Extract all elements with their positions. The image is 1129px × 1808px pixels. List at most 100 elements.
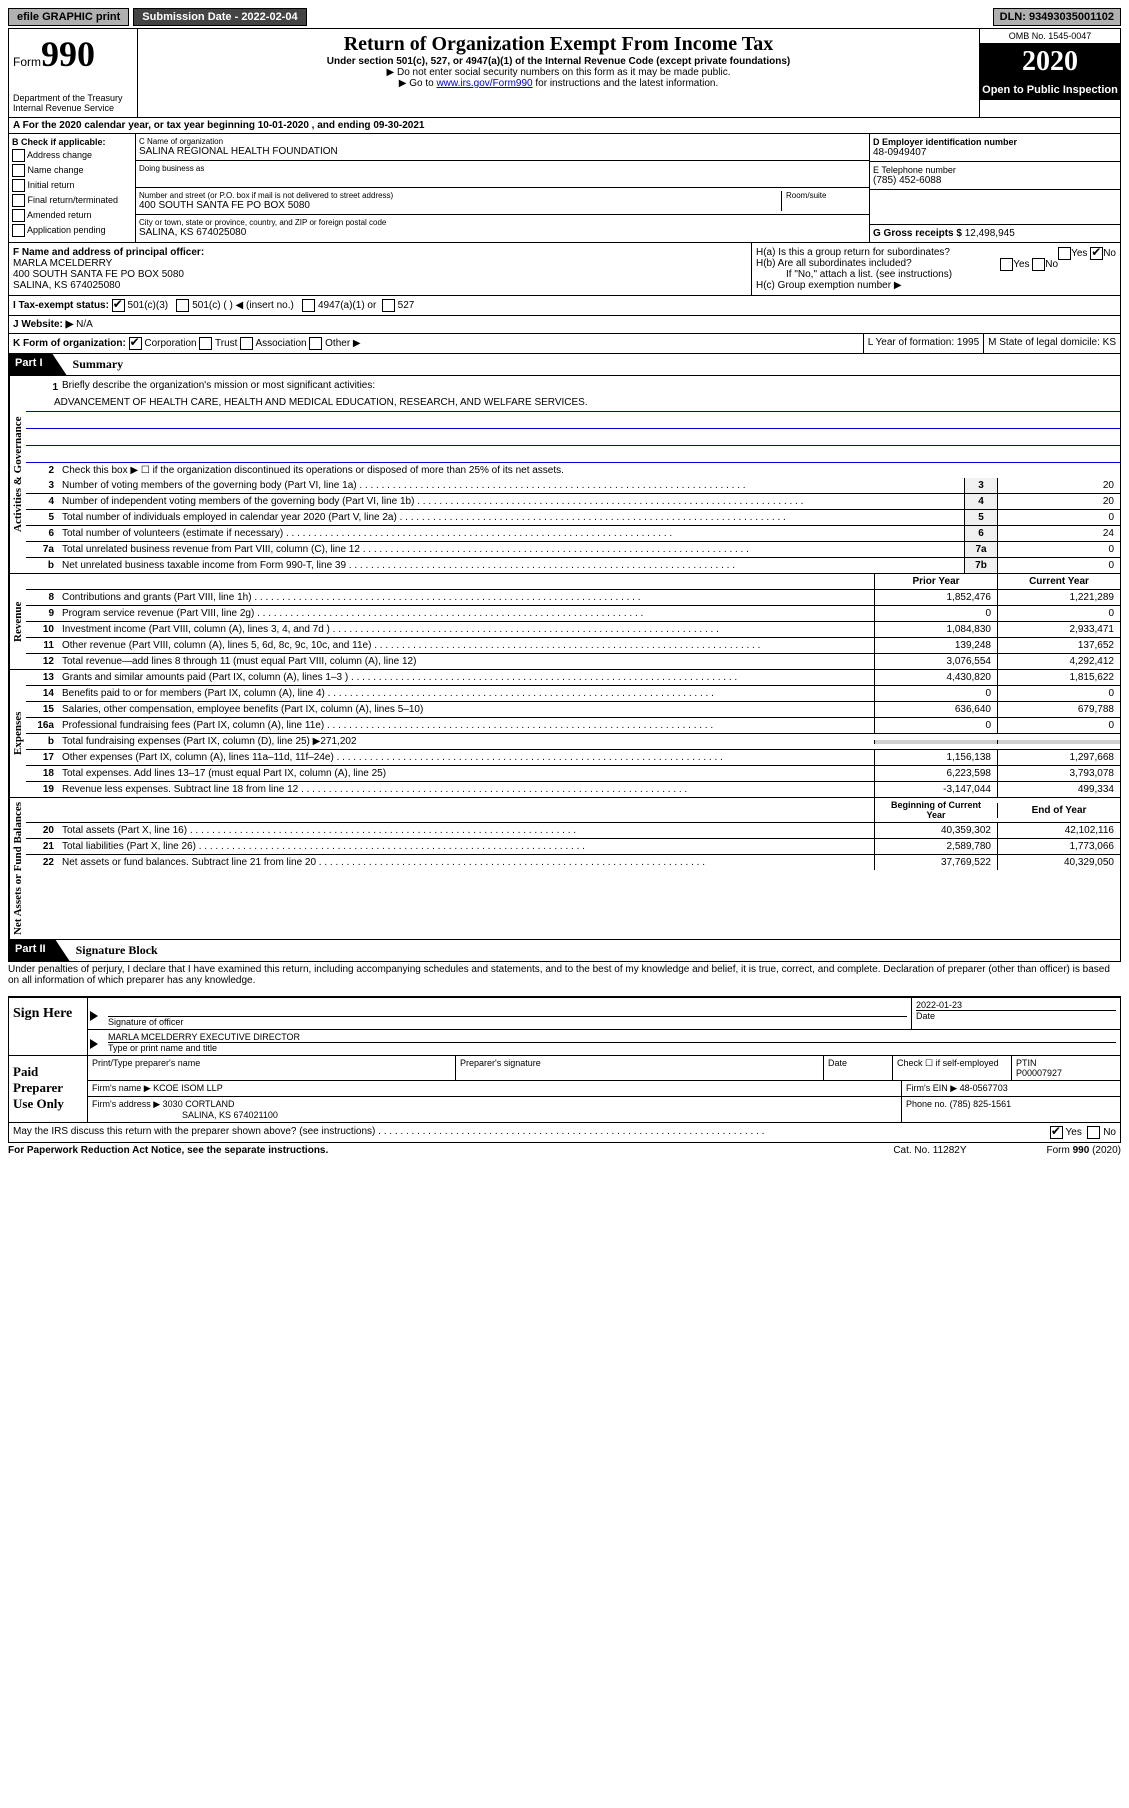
telephone-value: (785) 452-6088 <box>873 175 1117 186</box>
col-c-org-info: C Name of organization SALINA REGIONAL H… <box>136 134 869 242</box>
note-ssn: ▶ Do not enter social security numbers o… <box>142 67 975 78</box>
line12-prior: 3,076,554 <box>874 654 997 669</box>
form-number: 990 <box>41 34 95 74</box>
line10-prior: 1,084,830 <box>874 622 997 637</box>
line7a-value: 0 <box>997 542 1120 557</box>
line19-prior: -3,147,044 <box>874 782 997 797</box>
perjury-statement: Under penalties of perjury, I declare th… <box>8 962 1121 988</box>
part2-header: Part II Signature Block <box>8 940 1121 962</box>
col-d-ein-tel: D Employer identification number 48-0949… <box>869 134 1120 242</box>
checkbox-discuss-no[interactable] <box>1087 1126 1100 1139</box>
section-governance: Activities & Governance 1 Briefly descri… <box>8 376 1121 574</box>
paid-preparer-section: Paid Preparer Use Only Print/Type prepar… <box>8 1056 1121 1123</box>
vlabel-expenses: Expenses <box>9 670 26 797</box>
efile-button[interactable]: efile GRAPHIC print <box>8 8 129 26</box>
gross-receipts-value: 12,498,945 <box>965 228 1015 239</box>
line14-prior: 0 <box>874 686 997 701</box>
checkbox-trust[interactable] <box>199 337 212 350</box>
row-a-tax-year: A For the 2020 calendar year, or tax yea… <box>8 118 1121 134</box>
firm-addr1: 3030 CORTLAND <box>163 1099 235 1109</box>
line18-prior: 6,223,598 <box>874 766 997 781</box>
ptin-value: P00007927 <box>1016 1068 1116 1078</box>
line4-value: 20 <box>997 494 1120 509</box>
checkbox-amended-return[interactable]: Amended return <box>12 209 132 222</box>
line22-begin: 37,769,522 <box>874 855 997 870</box>
checkbox-501c[interactable] <box>176 299 189 312</box>
line18-current: 3,793,078 <box>997 766 1120 781</box>
form-header: Form990 Department of the Treasury Inter… <box>8 28 1121 118</box>
line9-prior: 0 <box>874 606 997 621</box>
omb-number: OMB No. 1545-0047 <box>980 29 1120 44</box>
checkbox-other[interactable] <box>309 337 322 350</box>
line7b-value: 0 <box>997 558 1120 573</box>
line21-begin: 2,589,780 <box>874 839 997 854</box>
ein-value: 48-0949407 <box>873 147 1117 158</box>
part1-header: Part I Summary <box>8 354 1121 376</box>
form-prefix: Form <box>13 55 41 69</box>
line10-current: 2,933,471 <box>997 622 1120 637</box>
irs-label: Internal Revenue Service <box>13 103 133 113</box>
note-link: ▶ Go to www.irs.gov/Form990 for instruct… <box>142 78 975 89</box>
top-bar: efile GRAPHIC print Submission Date - 20… <box>8 8 1121 26</box>
line15-current: 679,788 <box>997 702 1120 717</box>
col-h-group: H(a) Is this a group return for subordin… <box>752 243 1120 295</box>
arrow-icon <box>90 1011 98 1021</box>
line8-prior: 1,852,476 <box>874 590 997 605</box>
checkbox-527[interactable] <box>382 299 395 312</box>
vlabel-governance: Activities & Governance <box>9 376 26 573</box>
line16a-prior: 0 <box>874 718 997 733</box>
firm-addr2: SALINA, KS 674021100 <box>92 1110 897 1120</box>
section-revenue: Revenue Prior Year Current Year 8Contrib… <box>8 574 1121 670</box>
firm-ein: 48-0567703 <box>960 1083 1008 1093</box>
line17-current: 1,297,668 <box>997 750 1120 765</box>
org-address: 400 SOUTH SANTA FE PO BOX 5080 <box>139 200 781 211</box>
checkbox-initial-return[interactable]: Initial return <box>12 179 132 192</box>
checkbox-application-pending[interactable]: Application pending <box>12 224 132 237</box>
line6-value: 24 <box>997 526 1120 541</box>
year-formation: L Year of formation: 1995 <box>863 334 983 353</box>
sig-date-value: 2022-01-23 <box>916 1000 1116 1010</box>
org-name: SALINA REGIONAL HEALTH FOUNDATION <box>139 146 866 157</box>
org-city: SALINA, KS 674025080 <box>139 227 866 238</box>
section-net-assets: Net Assets or Fund Balances Beginning of… <box>8 798 1121 940</box>
section-expenses: Expenses 13Grants and similar amounts pa… <box>8 670 1121 798</box>
discuss-row: May the IRS discuss this return with the… <box>8 1123 1121 1143</box>
sig-name-value: MARLA MCELDERRY EXECUTIVE DIRECTOR <box>108 1032 1116 1042</box>
checkbox-final-return[interactable]: Final return/terminated <box>12 194 132 207</box>
vlabel-net: Net Assets or Fund Balances <box>9 798 26 939</box>
dln-label: DLN: 93493035001102 <box>993 8 1121 26</box>
checkbox-name-change[interactable]: Name change <box>12 164 132 177</box>
row-k-org-form: K Form of organization: Corporation Trus… <box>8 334 1121 354</box>
line16a-current: 0 <box>997 718 1120 733</box>
tax-year: 2020 <box>980 44 1120 80</box>
line17-prior: 1,156,138 <box>874 750 997 765</box>
checkbox-address-change[interactable]: Address change <box>12 149 132 162</box>
form-title: Return of Organization Exempt From Incom… <box>142 33 975 56</box>
line11-current: 137,652 <box>997 638 1120 653</box>
line21-end: 1,773,066 <box>997 839 1120 854</box>
row-i-tax-exempt: I Tax-exempt status: 501(c)(3) 501(c) ( … <box>8 296 1121 316</box>
form-subtitle: Under section 501(c), 527, or 4947(a)(1)… <box>142 56 975 67</box>
line14-current: 0 <box>997 686 1120 701</box>
line9-current: 0 <box>997 606 1120 621</box>
col-b-checkboxes: B Check if applicable: Address change Na… <box>9 134 136 242</box>
submission-date-button[interactable]: Submission Date - 2022-02-04 <box>133 8 306 26</box>
line11-prior: 139,248 <box>874 638 997 653</box>
checkbox-501c3[interactable] <box>112 299 125 312</box>
sign-here-section: Sign Here Signature of officer 2022-01-2… <box>8 996 1121 1056</box>
instructions-link[interactable]: www.irs.gov/Form990 <box>436 78 532 89</box>
line12-current: 4,292,412 <box>997 654 1120 669</box>
line15-prior: 636,640 <box>874 702 997 717</box>
arrow-icon <box>90 1039 98 1049</box>
line22-end: 40,329,050 <box>997 855 1120 870</box>
checkbox-discuss-yes[interactable] <box>1050 1126 1063 1139</box>
line20-begin: 40,359,302 <box>874 823 997 838</box>
line3-value: 20 <box>997 478 1120 493</box>
checkbox-corporation[interactable] <box>129 337 142 350</box>
public-inspection-label: Open to Public Inspection <box>980 80 1120 100</box>
checkbox-4947[interactable] <box>302 299 315 312</box>
section-fh: F Name and address of principal officer:… <box>8 243 1121 296</box>
line5-value: 0 <box>997 510 1120 525</box>
checkbox-association[interactable] <box>240 337 253 350</box>
row-j-website: J Website: ▶ N/A <box>8 316 1121 334</box>
